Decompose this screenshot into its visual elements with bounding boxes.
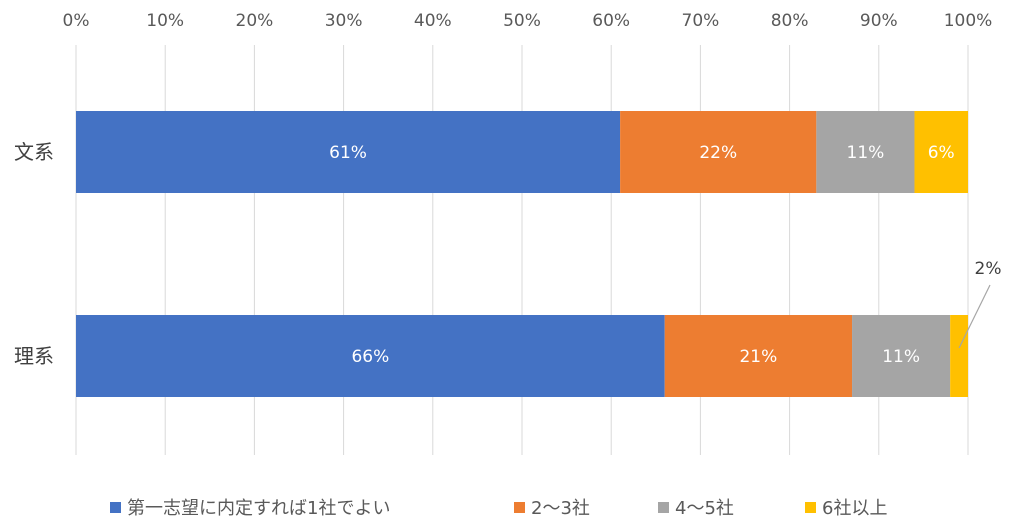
bar-segment bbox=[664, 315, 853, 397]
bar-segment bbox=[852, 315, 951, 397]
legend-item: 2〜3社 bbox=[514, 493, 590, 521]
bar-segment bbox=[76, 315, 665, 397]
bar-segment bbox=[816, 111, 915, 193]
legend-swatch bbox=[110, 501, 121, 513]
legend-label: 4〜5社 bbox=[675, 498, 734, 519]
x-tick-label: 90% bbox=[860, 11, 898, 31]
x-tick-label: 100% bbox=[944, 11, 993, 31]
x-tick-label: 80% bbox=[771, 11, 809, 31]
data-labels: 61% 22% 11% 6% 66% 21% 11% 2% bbox=[329, 143, 1001, 367]
data-label: 11% bbox=[847, 143, 885, 163]
x-axis-ticks: 0% 10% 20% 30% 40% 50% 60% 70% 80% 90% 100% bbox=[63, 11, 993, 31]
data-label: 61% bbox=[329, 143, 367, 163]
legend-swatch bbox=[805, 501, 816, 513]
data-label: 11% bbox=[882, 347, 920, 367]
legend-item: 第一志望に内定すれば1社でよい bbox=[110, 493, 390, 521]
legend-label: 2〜3社 bbox=[531, 498, 590, 519]
x-tick-label: 40% bbox=[414, 11, 452, 31]
legend-swatch bbox=[514, 501, 525, 513]
x-tick-label: 60% bbox=[592, 11, 630, 31]
bars bbox=[76, 111, 968, 397]
bar-segment bbox=[950, 315, 968, 397]
data-label: 66% bbox=[351, 347, 389, 367]
data-label: 21% bbox=[739, 347, 777, 367]
x-tick-label: 0% bbox=[63, 11, 90, 31]
x-tick-label: 20% bbox=[236, 11, 274, 31]
bar-segment bbox=[76, 111, 621, 193]
bar-segment bbox=[620, 111, 817, 193]
bar-segment bbox=[914, 111, 968, 193]
category-label: 文系 bbox=[14, 140, 54, 164]
data-label: 22% bbox=[699, 143, 737, 163]
legend-label: 6社以上 bbox=[822, 498, 888, 519]
x-tick-label: 70% bbox=[682, 11, 720, 31]
x-tick-label: 10% bbox=[146, 11, 184, 31]
legend-item: 4〜5社 bbox=[658, 493, 734, 521]
data-label: 2% bbox=[975, 259, 1002, 279]
legend-swatch bbox=[658, 501, 669, 513]
x-tick-label: 50% bbox=[503, 11, 541, 31]
x-tick-label: 30% bbox=[325, 11, 363, 31]
legend-label: 第一志望に内定すれば1社でよい bbox=[127, 498, 391, 519]
data-label: 6% bbox=[928, 143, 955, 163]
legend: 第一志望に内定すれば1社でよい 2〜3社 4〜5社 6社以上 bbox=[0, 493, 1013, 521]
leader-line bbox=[958, 284, 991, 349]
legend-item: 6社以上 bbox=[805, 493, 887, 521]
category-label: 理系 bbox=[14, 344, 54, 368]
